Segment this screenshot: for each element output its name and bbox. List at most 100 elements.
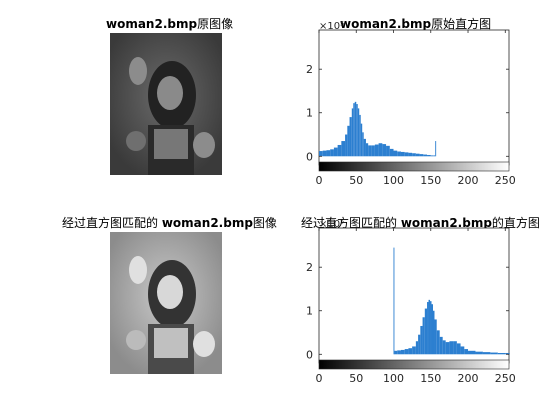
histogram-bar [490,352,498,355]
histogram-bar [433,310,435,355]
title-filename: woman2.bmp [340,17,432,31]
histogram-bar [427,154,431,157]
histogram-bar [378,143,383,157]
histogram-bar [420,325,423,355]
histogram-bar [430,301,432,355]
histogram-bar [360,123,363,157]
histogram-bar [428,299,431,355]
histogram-bar [354,101,357,157]
histogram-bar [453,341,457,355]
histogram-bar [382,144,387,157]
y-exponent-label: ×10⁵ [319,219,344,230]
histogram-bar [368,145,372,157]
histogram-bar [374,144,379,157]
histogram-bar [439,336,443,355]
title-suffix: 原始直方图 [431,17,492,31]
plot-area [318,227,510,364]
title-prefix: 经过直方图匹配的 [62,216,159,230]
histogram-bar [456,343,461,355]
histogram-bar [408,348,413,355]
histogram-bar [349,117,352,157]
x-tick-label: 50 [349,372,363,385]
histogram-bar [509,353,510,355]
title-filename: woman2.bmp [106,17,198,31]
y-tick-label: 2 [306,261,313,274]
x-tick-label: 0 [316,174,323,187]
histogram-bar [397,350,401,355]
original-image [110,33,222,175]
histogram-bar [322,150,327,157]
y-tick-label: 0 [306,348,313,361]
matched-histogram-chart: 0 50 100 150 200 250 0 1 2 ×10⁵ [306,219,516,385]
histogram-bar [389,148,394,157]
woman-photo-icon [110,33,222,175]
histogram-bar [404,349,409,355]
histogram-bar [371,145,375,157]
histogram-bar [394,350,398,355]
histogram-bar [333,147,338,157]
panel-title-matched-image: 经过直方图匹配的 woman2.bmp图像 [62,214,277,231]
histogram-bar [386,145,390,157]
histogram-bar [482,352,491,355]
histogram-bar [359,114,361,157]
histogram-bar [326,150,331,157]
y-tick-label: 1 [306,107,313,120]
y-tick-label: 1 [306,305,313,318]
histogram-bar [505,352,509,355]
histogram-bar [419,154,424,157]
x-tick-label: 250 [495,174,516,187]
title-prefix: 经过直方图匹配的 [301,216,398,230]
histogram-bar [393,247,395,355]
histogram-bar [412,153,416,157]
y-tick-label: 0 [306,150,313,163]
histogram-bar [393,150,398,157]
gray-colorbar [318,161,510,172]
histogram-bar [347,125,350,157]
histogram-bar [337,144,342,157]
histogram-bar [433,155,436,157]
gray-colorbar [318,359,510,370]
x-tick-label: 50 [349,174,363,187]
histogram-bar [497,352,506,355]
histogram-bar [356,104,358,157]
histogram-bar [353,103,355,157]
panel-title-matched-histogram: 经过直方图匹配的 woman2.bmp的直方图 [301,214,540,231]
histogram-bar [423,154,428,157]
x-tick-label: 150 [420,174,441,187]
y-tick-label: 2 [306,63,313,76]
x-tick-label: 250 [495,372,516,385]
x-tick-label: 200 [458,174,479,187]
x-tick-label: 0 [316,372,323,385]
histogram-bar [430,155,434,157]
title-suffix: 原图像 [197,17,234,31]
histogram-bar [397,151,401,157]
title-suffix: 图像 [252,216,277,230]
histogram-bar [357,108,360,157]
histogram-bar [404,152,409,157]
histogram-bar [415,341,419,355]
title-filename: woman2.bmp [400,216,492,230]
histogram-bar [475,351,483,355]
panel-title-original-image: woman2.bmp原图像 [106,15,233,32]
histogram-bar [460,346,465,355]
histogram-bar [435,141,437,157]
histogram-bar [365,143,369,157]
histogram-bar [400,151,405,157]
histogram-bar [436,330,440,355]
histogram-bar [422,317,425,355]
histogram-bar [345,134,348,157]
x-tick-label: 150 [420,372,441,385]
histogram-bar [400,349,405,355]
histogram-bar [424,308,428,355]
histogram-bar [468,350,476,355]
histogram-bar [464,349,469,355]
x-tick-label: 200 [458,372,479,385]
histogram-bar [449,341,454,355]
histogram-bar [363,138,366,157]
histogram-bar [319,151,323,157]
y-exponent-label: ×10⁵ [319,21,344,32]
x-tick-label: 100 [383,372,404,385]
matched-image [110,232,222,374]
histogram-bar [351,108,354,157]
